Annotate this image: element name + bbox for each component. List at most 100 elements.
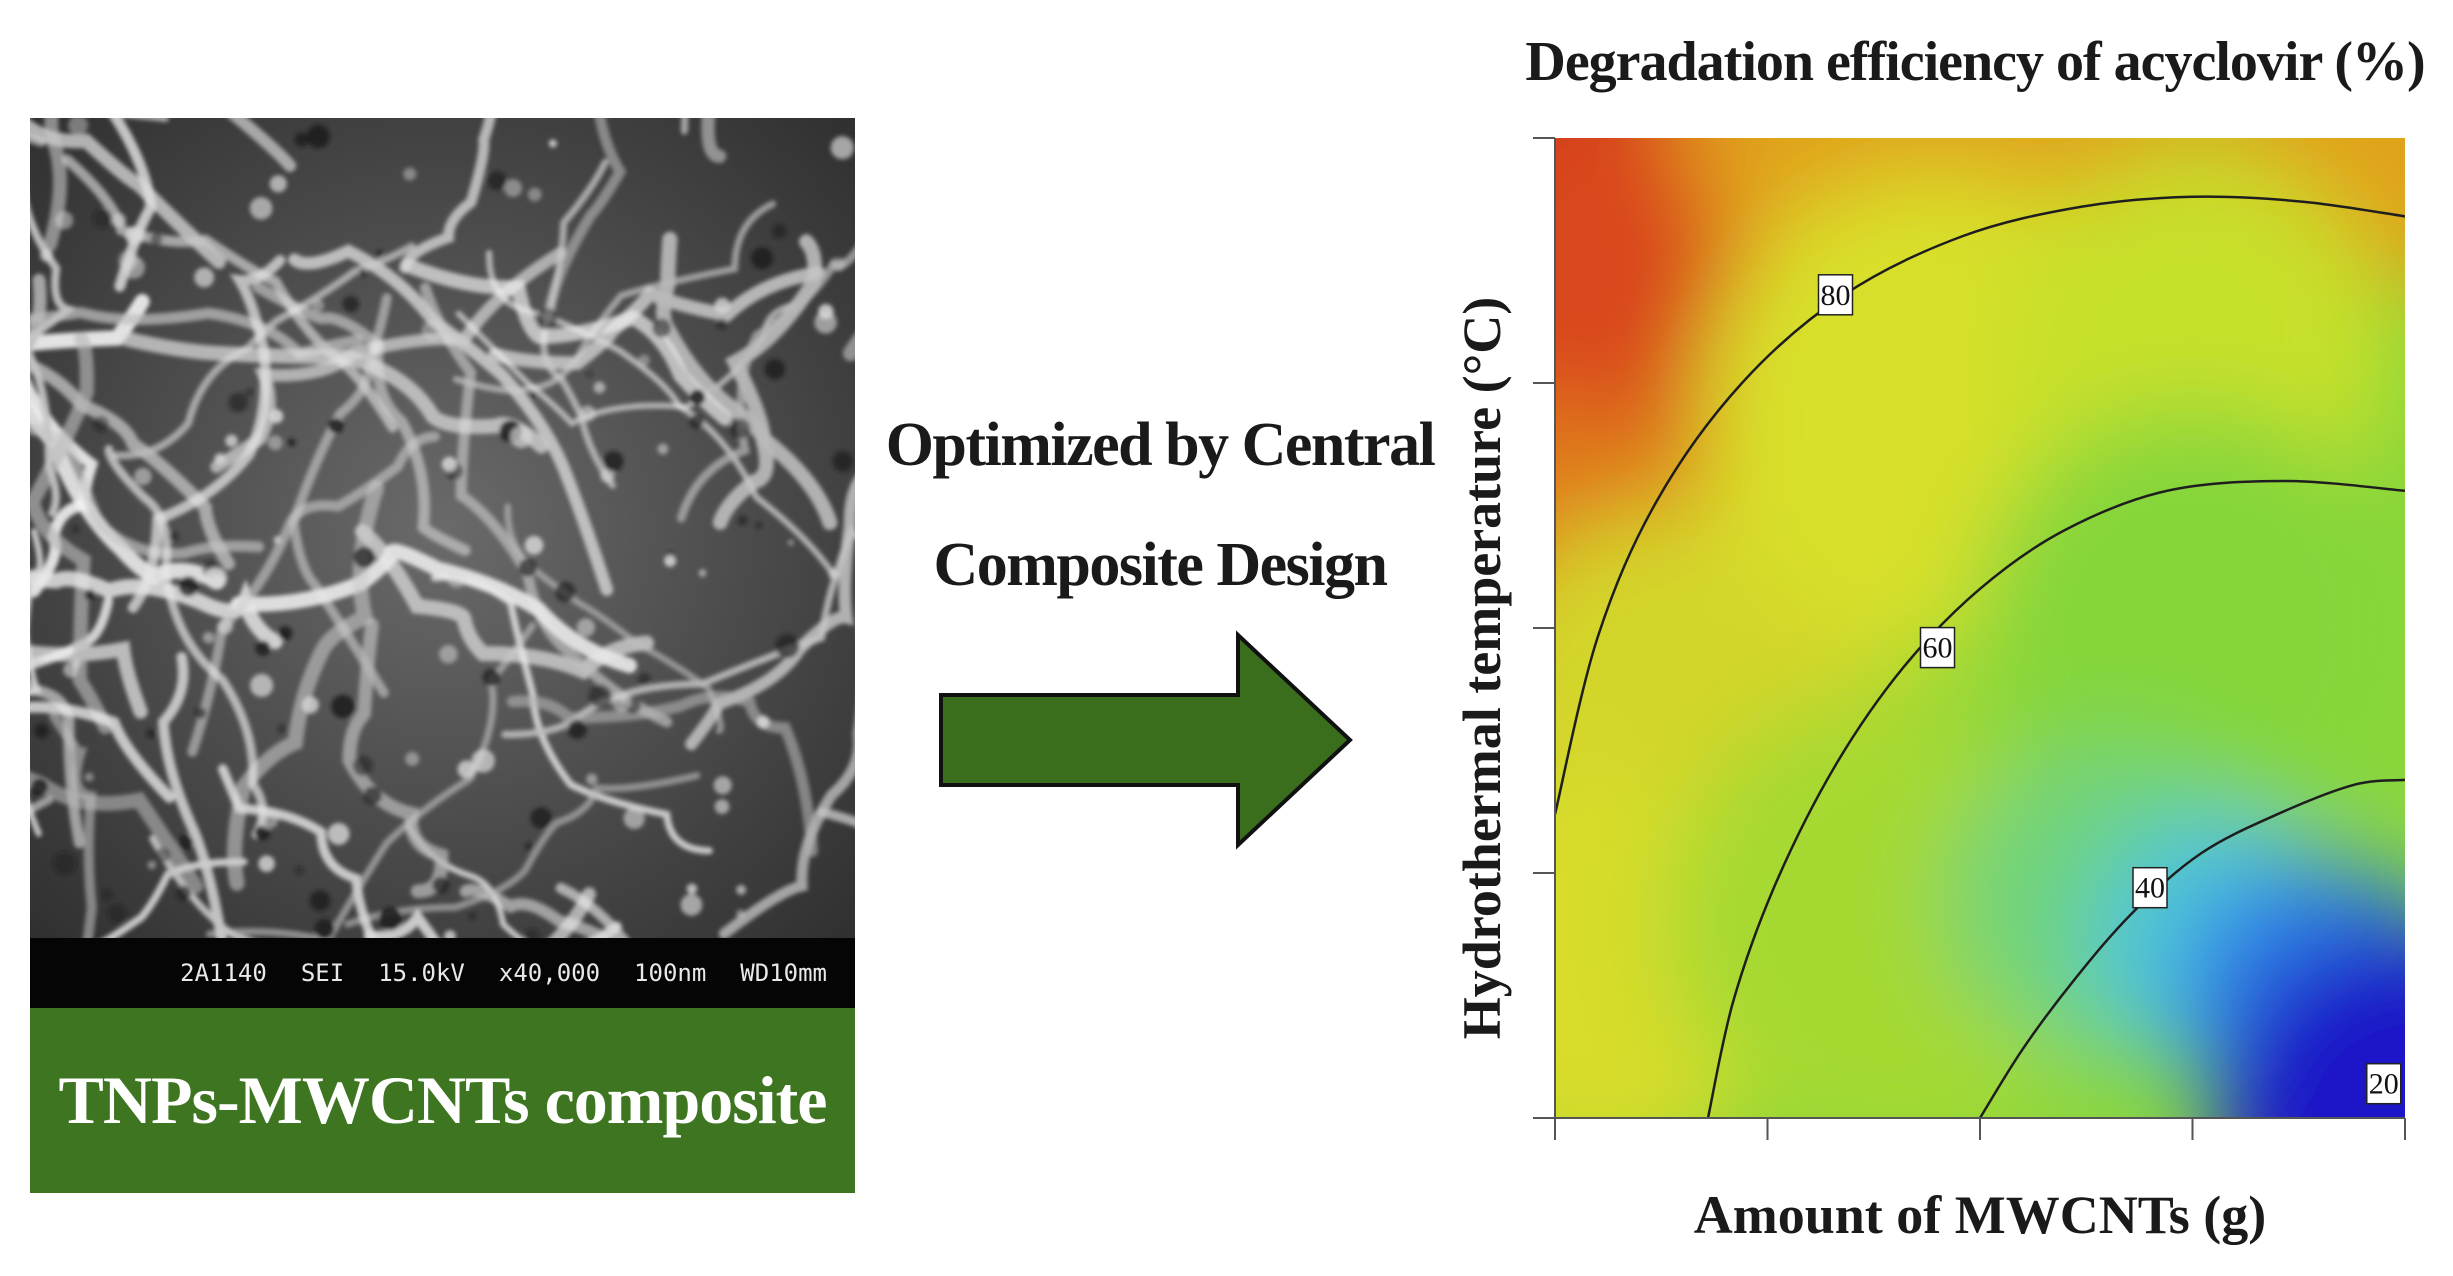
nanoparticle: [149, 232, 163, 246]
nanoparticle: [603, 451, 624, 472]
nanoparticle: [548, 139, 557, 148]
nanoparticle: [352, 755, 373, 777]
nanoparticle: [178, 576, 199, 597]
nanoparticle: [249, 197, 273, 220]
nanoparticle: [245, 388, 254, 397]
nanotube-fiber: [419, 282, 673, 728]
nanoparticle: [34, 723, 49, 739]
nanoparticle: [84, 772, 94, 782]
nanoparticle: [68, 118, 89, 136]
nanotube-fiber: [218, 764, 377, 938]
method-line-1: Optimized by Central: [885, 411, 1436, 479]
nanoparticle: [214, 453, 226, 465]
nanoparticle: [311, 299, 325, 312]
nanoparticle: [217, 618, 234, 635]
nanoparticle: [255, 640, 271, 656]
nanoparticle: [55, 211, 74, 230]
nanoparticle: [52, 851, 77, 876]
nanoparticle: [530, 391, 537, 399]
contour-label-80: 80: [1817, 274, 1854, 316]
nanoparticle: [471, 749, 495, 773]
contour-label-box: [2366, 1062, 2402, 1105]
contour-label-60: 60: [1919, 626, 1956, 669]
nanoparticle: [530, 807, 553, 829]
nanoparticle: [92, 208, 113, 228]
nanoparticle: [510, 425, 533, 449]
nanoparticle: [363, 786, 383, 805]
chart-title: Degradation efficiency of acyclovir (%): [1525, 31, 2425, 93]
nanoparticle: [576, 618, 596, 637]
sem-texture: [30, 118, 855, 938]
nanoparticle: [657, 443, 669, 455]
nanoparticle: [432, 876, 450, 894]
nanoparticle: [755, 521, 763, 529]
nanotube-fiber: [187, 431, 440, 757]
nanoparticle: [421, 320, 443, 341]
contour-label-20: 20: [2366, 1062, 2402, 1105]
nanotube-fiber: [149, 834, 252, 938]
nanoparticle: [729, 418, 751, 439]
nanotube-fiber: [49, 711, 97, 938]
nanoparticle: [258, 855, 275, 872]
nanotube-fiber: [109, 118, 157, 292]
nanotube-fiber: [288, 244, 614, 596]
nanoparticle: [832, 451, 854, 472]
nanoparticle: [328, 418, 344, 434]
nanoparticle: [737, 515, 748, 526]
nanoparticle: [536, 307, 558, 330]
nanoparticle: [125, 226, 145, 246]
nanoparticle: [194, 267, 215, 288]
nanoparticle: [101, 889, 113, 900]
nanoparticle: [342, 295, 360, 313]
sem-working-distance: WD10mm: [740, 959, 827, 987]
nanoparticle: [686, 883, 698, 895]
heatmap-blob: [1972, 408, 2405, 848]
nanoparticle: [287, 438, 296, 447]
nanoparticle: [623, 807, 645, 830]
nanoparticle: [122, 255, 145, 279]
contour-label-text: 80: [1821, 279, 1851, 312]
nanotube-fiber: [104, 444, 268, 839]
nanoparticle: [772, 223, 787, 239]
nanoparticle: [444, 930, 456, 938]
nanoparticle: [257, 808, 279, 830]
nanotube-fiber: [120, 331, 549, 454]
nanoparticle: [638, 354, 650, 367]
nanoparticle: [309, 890, 331, 912]
nanoparticle: [177, 834, 194, 851]
contour-labels: 80 60 40 20: [1817, 274, 2402, 1105]
nanoparticle: [698, 569, 707, 577]
nanoparticle: [202, 631, 215, 644]
contour-label-box: [2132, 866, 2168, 909]
nanoparticle: [84, 589, 96, 601]
nanoparticle: [278, 626, 293, 641]
nanoparticle: [378, 907, 403, 931]
nanotube-fiber: [676, 246, 855, 523]
sem-detector: SEI: [300, 959, 345, 987]
nanoparticle: [204, 567, 228, 590]
contour-line-80: [1555, 195, 2405, 815]
nanoparticle: [358, 268, 368, 278]
sem-magnification: x40,000: [498, 959, 601, 987]
nanotube-fiber: [718, 718, 855, 938]
plot-area: 80 60 40 20: [1533, 137, 2406, 1140]
nanoparticle: [40, 248, 53, 262]
nanoparticle: [680, 893, 703, 916]
nanoparticle: [637, 672, 651, 686]
nanoparticle: [579, 405, 596, 422]
nanotube-fiber: [452, 200, 777, 395]
nanotube-fiber: [685, 476, 855, 751]
nanoparticle: [277, 724, 287, 734]
contour-label-40: 40: [2132, 866, 2168, 909]
nanotube-fiber: [459, 883, 617, 938]
nanoparticle: [327, 822, 350, 845]
nanoparticle: [71, 525, 80, 534]
nanotube-fiber: [30, 681, 85, 849]
nanoparticle: [147, 860, 157, 870]
nanoparticle: [225, 434, 238, 448]
nanoparticle: [828, 568, 839, 580]
nanoparticle: [504, 179, 523, 198]
nanoparticle: [664, 554, 677, 567]
nanoparticle: [269, 175, 287, 193]
contour-label-text: 40: [2135, 872, 2165, 905]
